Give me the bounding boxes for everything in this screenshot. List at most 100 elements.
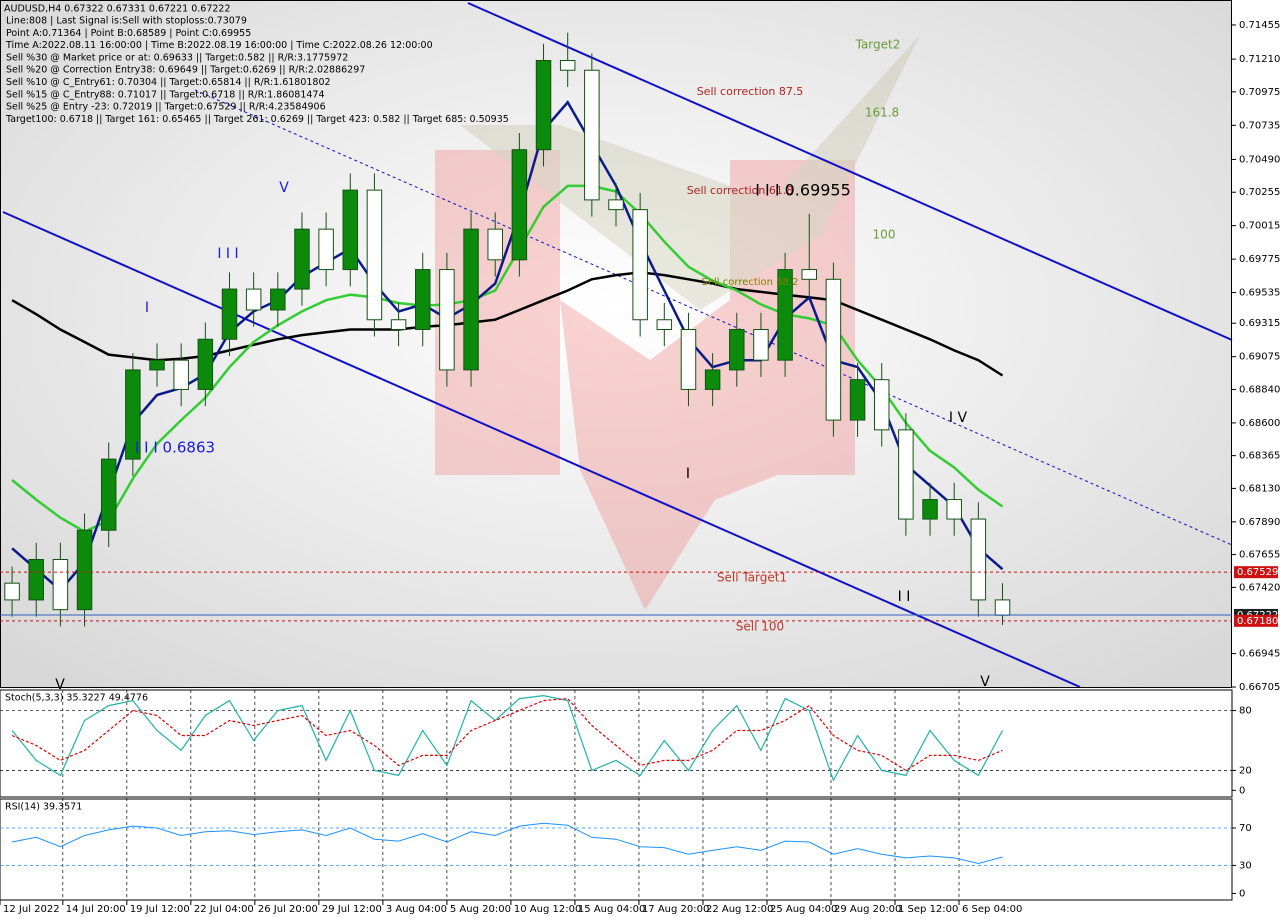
candle-body (245, 288, 262, 311)
info-line: Sell %15 @ C_Entry88: 0.71017 || Target:… (6, 89, 325, 100)
y-tick-label: 0.67420 (1239, 582, 1280, 593)
channel-mid (194, 89, 1233, 546)
chart-title: AUDUSD,H4 0.67322 0.67331 0.67221 0.6722… (4, 4, 231, 15)
candle-body (414, 269, 431, 331)
channel-upper (467, 2, 1233, 341)
candle-body (970, 518, 987, 601)
candle-body (390, 319, 407, 331)
y-tick-label: 0.70015 (1239, 221, 1280, 232)
candle-body (125, 369, 141, 460)
channel-lower (2, 211, 1081, 688)
y-tick-label: 0.71455 (1239, 20, 1280, 31)
level-price-label: 0.67529 (1237, 567, 1278, 578)
rsi-tick-label: 0 (1239, 888, 1245, 899)
x-tick-label: 22 Jul 04:00 (194, 904, 254, 915)
x-tick-label: 22 Aug 12:00 (706, 904, 773, 915)
annotation: V (980, 674, 990, 690)
candle-body (100, 458, 117, 531)
candle-body (632, 209, 648, 321)
candle-body (173, 359, 189, 390)
x-tick-label: 29 Aug 20:00 (834, 904, 901, 915)
annotation: 100 (873, 228, 896, 242)
candle-body (149, 359, 165, 371)
stoch-panel-bg (0, 689, 1233, 798)
candle-body (197, 338, 214, 390)
candle-body (270, 288, 286, 311)
level-text: Sell 100 (736, 620, 784, 634)
candle-body (704, 369, 721, 390)
stoch-label: Stoch(5,3,3) 35.3227 49.4776 (5, 693, 148, 704)
info-line: Point A:0.71364 | Point B:0.68589 | Poin… (6, 28, 251, 39)
candle-body (559, 59, 576, 71)
y-tick-label: 0.66945 (1239, 649, 1280, 660)
rsi-line (12, 822, 1003, 865)
candle-body (535, 59, 552, 151)
x-tick-label: 25 Aug 04:00 (770, 904, 837, 915)
info-line: Target100: 0.6718 || Target 161: 0.65465… (5, 114, 509, 125)
y-tick-label: 0.69315 (1239, 318, 1280, 329)
annotation: I (145, 300, 149, 316)
candle-body (729, 329, 745, 371)
annotation: Sell correction 61.8 (687, 184, 794, 197)
y-tick-label: 0.69535 (1239, 288, 1280, 299)
candle-body (801, 269, 818, 280)
x-tick-label: 3 Aug 04:00 (386, 904, 447, 915)
stoch-signal (11, 697, 1003, 772)
info-line: Time A:2022.08.11 16:00:00 | Time B:2022… (5, 40, 433, 51)
y-tick-label: 0.70255 (1239, 187, 1280, 198)
annotation: I (686, 466, 690, 482)
y-tick-label: 0.68600 (1239, 418, 1280, 429)
level-price-box (1234, 566, 1278, 579)
y-tick-label: 0.67890 (1239, 517, 1280, 528)
x-tick-label: 5 Aug 20:00 (450, 904, 511, 915)
candle-body (318, 228, 334, 271)
main-panel-frame (0, 0, 1232, 688)
candle-body (221, 288, 238, 340)
rsi-panel-bg (0, 798, 1233, 901)
x-tick-label: 17 Aug 20:00 (642, 904, 709, 915)
candle-body (439, 269, 455, 371)
level-text: Sell Target1 (717, 571, 787, 585)
annotation: I I I (217, 246, 238, 262)
y-tick-label: 0.70975 (1239, 87, 1280, 98)
candle-body (946, 499, 962, 520)
annotation: I I I 0.69955 (755, 181, 851, 200)
level-price-box (1234, 614, 1278, 627)
info-line: Sell %20 @ Correction Entry38: 0.69649 |… (6, 65, 365, 76)
candle-body (463, 228, 479, 371)
rsi-tick-label: 30 (1239, 860, 1252, 871)
annotation: V (55, 677, 65, 693)
x-tick-label: 14 Jul 20:00 (66, 904, 126, 915)
candle-body (656, 319, 673, 331)
candle-body (52, 558, 69, 611)
candle-body (584, 69, 600, 201)
candle-body (608, 199, 624, 211)
info-line: Sell %10 @ C_Entry61: 0.70304 || Target:… (6, 77, 331, 88)
candle-body (898, 429, 914, 520)
candle-body (849, 379, 866, 421)
candle-body (922, 499, 938, 520)
candle-body (366, 189, 383, 321)
x-tick-label: 6 Sep 04:00 (962, 904, 1022, 915)
x-tick-label: 26 Jul 20:00 (258, 904, 318, 915)
stoch-main (11, 694, 1004, 782)
candle-body (680, 329, 697, 390)
info-line: Line:808 | Last Signal is:Sell with stop… (6, 16, 247, 27)
y-tick-label: 0.66705 (1239, 682, 1280, 693)
annotation: I V (949, 410, 968, 426)
annotation: 161.8 (865, 106, 899, 120)
annotation: Sell correction 38.2 (702, 277, 799, 288)
y-tick-label: 0.67655 (1239, 550, 1280, 561)
x-tick-label: 15 Aug 04:00 (578, 904, 645, 915)
candle-body (294, 228, 310, 290)
x-tick-label: 29 Jul 12:00 (322, 904, 382, 915)
candle-body (994, 599, 1011, 616)
stoch-tick-label: 80 (1239, 706, 1252, 717)
stoch-tick-label: 20 (1239, 765, 1252, 776)
stoch-tick-label: 0 (1239, 785, 1245, 796)
x-tick-label: 19 Jul 12:00 (130, 904, 190, 915)
annotation: I I I 0.6863 (135, 439, 215, 457)
info-line: Sell %30 @ Market price or at: 0.69633 |… (6, 52, 348, 63)
